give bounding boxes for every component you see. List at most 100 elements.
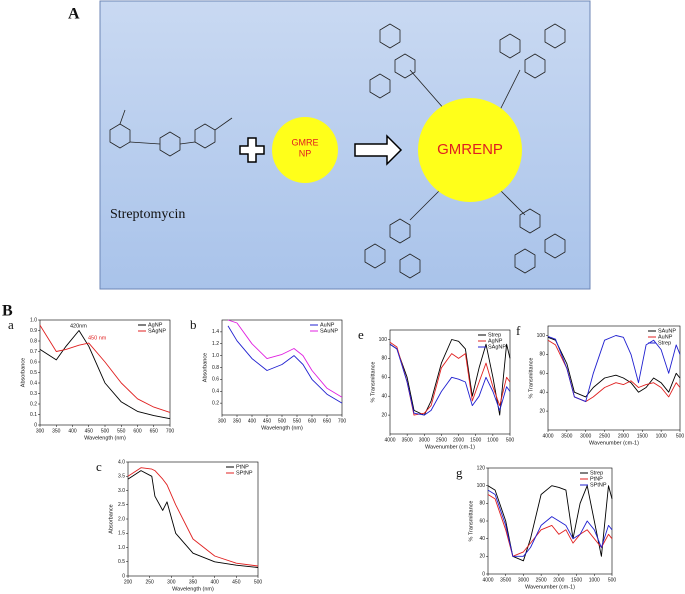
x-axis-label: Wavelength (nm) — [261, 425, 303, 431]
x-tick-label: 3500 — [500, 577, 511, 583]
y-tick-label: 0 — [482, 571, 485, 577]
y-tick-label: 0.6 — [30, 359, 37, 365]
series-line — [389, 341, 511, 416]
x-tick-label: 500 — [278, 418, 287, 424]
legend-label: SAgNP — [148, 328, 166, 334]
x-tick-label: 450 — [263, 418, 272, 424]
x-tick-label: 600 — [133, 428, 142, 434]
y-tick-label: 1.2 — [212, 341, 219, 347]
y-tick-label: 3.5 — [118, 474, 125, 480]
y-tick-label: 1.0 — [118, 545, 125, 551]
x-tick-label: 2000 — [553, 577, 564, 583]
y-tick-label: 120 — [477, 465, 486, 471]
x-tick-label: 400 — [210, 579, 219, 585]
panel-letter: c — [96, 459, 102, 474]
x-axis-label: Wavelength (nm) — [172, 586, 214, 592]
y-tick-label: 40 — [539, 390, 545, 396]
x-tick-label: 1500 — [637, 433, 648, 439]
legend-label: SPtNP — [236, 470, 253, 476]
product-label: GMRENP — [437, 141, 503, 158]
y-tick-label: 60 — [479, 518, 485, 524]
x-axis-label: Wavelength (nm) — [84, 435, 126, 441]
x-tick-label: 1000 — [656, 433, 667, 439]
annotation: 450 nm — [88, 335, 107, 341]
legend-label: SAgNP — [488, 344, 506, 350]
x-tick-label: 600 — [308, 418, 317, 424]
plus-sign — [239, 137, 265, 163]
y-tick-label: 80 — [539, 352, 545, 358]
y-tick-label: 60 — [381, 375, 387, 381]
x-tick-label: 300 — [167, 579, 176, 585]
molecule-name: Streptomycin — [110, 207, 185, 222]
nanoparticle — [272, 117, 338, 183]
y-tick-label: 0.7 — [30, 349, 37, 355]
y-tick-label: 0.6 — [212, 377, 219, 383]
x-tick-label: 500 — [506, 437, 515, 443]
y-tick-label: 0.2 — [30, 401, 37, 407]
x-tick-label: 2500 — [536, 577, 547, 583]
conjugate-branches — [364, 23, 566, 279]
y-tick-label: 0.8 — [212, 365, 219, 371]
x-tick-label: 4000 — [542, 433, 553, 439]
x-tick-label: 500 — [608, 577, 617, 583]
x-tick-label: 450 — [232, 579, 241, 585]
y-axis-label: Absorbance — [202, 353, 208, 382]
y-tick-label: 60 — [539, 371, 545, 377]
y-axis-label: Absorbance — [20, 358, 26, 387]
x-tick-label: 2500 — [599, 433, 610, 439]
y-tick-label: 20 — [381, 412, 387, 418]
y-tick-label: 0.4 — [212, 389, 219, 395]
y-tick-label: 20 — [539, 408, 545, 414]
legend-label: SPtNP — [590, 482, 607, 488]
x-tick-label: 3500 — [561, 433, 572, 439]
panel-label: A — [68, 6, 80, 23]
x-tick-label: 500 — [101, 428, 110, 434]
legend-label: AgNP — [488, 338, 503, 344]
y-tick-label: 0 — [34, 422, 37, 428]
y-tick-label: 0.4 — [30, 380, 37, 386]
x-tick-label: 500 — [676, 433, 685, 439]
y-tick-label: 0.9 — [30, 328, 37, 334]
panel-letter: e — [358, 327, 364, 342]
x-tick-label: 500 — [254, 579, 263, 585]
series-line — [547, 336, 681, 398]
y-tick-label: 0.1 — [30, 412, 37, 418]
legend-label: Strep — [590, 470, 603, 476]
y-tick-label: 0.2 — [212, 400, 219, 406]
y-tick-label: 20 — [479, 554, 485, 560]
legend-label: PtNP — [236, 464, 249, 470]
y-tick-label: 2.5 — [118, 502, 125, 508]
y-tick-label: 2.0 — [118, 516, 125, 522]
y-tick-label: 0.8 — [30, 338, 37, 344]
x-tick-label: 2000 — [618, 433, 629, 439]
x-tick-label: 650 — [323, 418, 332, 424]
y-tick-label: 40 — [381, 394, 387, 400]
y-tick-label: 80 — [381, 356, 387, 362]
x-tick-label: 250 — [145, 579, 154, 585]
series-line — [39, 325, 171, 413]
x-axis-label: Wavenumber (cm-1) — [425, 444, 475, 450]
series-line — [227, 325, 343, 404]
legend-label: AuNP — [320, 322, 335, 328]
panel-label: B — [2, 303, 13, 320]
panel-letter: f — [516, 323, 521, 338]
x-tick-label: 350 — [189, 579, 198, 585]
series-line — [127, 467, 259, 567]
x-tick-label: 350 — [52, 428, 61, 434]
x-tick-label: 300 — [36, 428, 45, 434]
x-axis-label: Wavenumber (cm-1) — [525, 584, 575, 590]
x-tick-label: 300 — [218, 418, 227, 424]
series-line — [487, 485, 613, 562]
x-tick-label: 1000 — [589, 577, 600, 583]
series-line — [487, 489, 613, 557]
y-axis-label: % Transmittance — [468, 501, 474, 542]
x-tick-label: 2500 — [436, 437, 447, 443]
x-tick-label: 1000 — [487, 437, 498, 443]
conjugate-particle — [418, 98, 522, 202]
y-tick-label: 100 — [537, 333, 546, 339]
y-tick-label: 100 — [477, 483, 486, 489]
legend-label: Strep — [658, 340, 671, 346]
x-tick-label: 700 — [166, 428, 175, 434]
y-tick-label: 1.5 — [118, 531, 125, 537]
